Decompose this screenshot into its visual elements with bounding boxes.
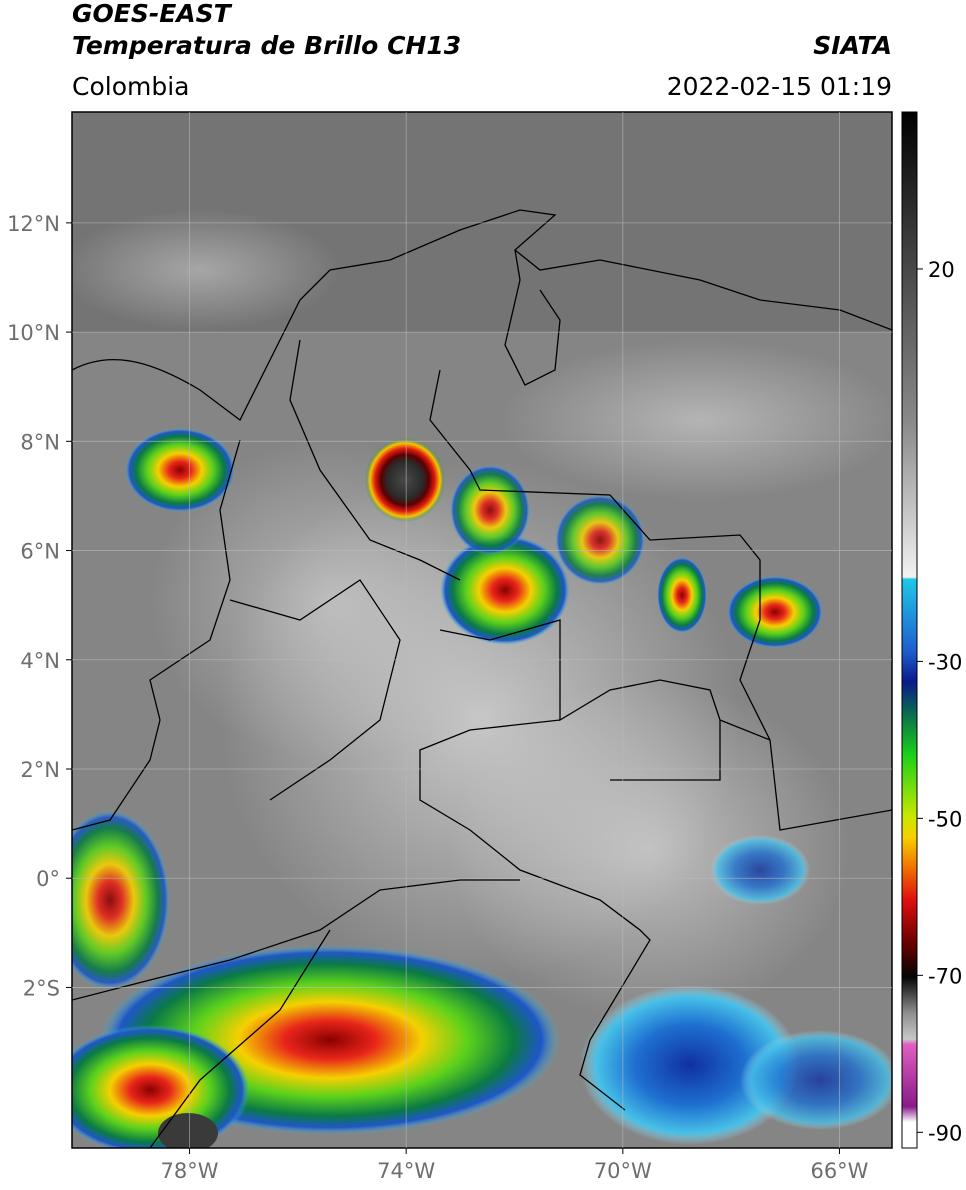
- colorbar-tick-label: -90: [928, 1121, 962, 1145]
- region: Colombia: [72, 72, 189, 101]
- y-tick-label: 0°: [36, 867, 60, 891]
- colorbar-tick-label: -70: [928, 964, 962, 988]
- y-tick-label: 2°N: [20, 758, 60, 782]
- map-frame: [71, 111, 893, 1149]
- x-tick-label: 74°W: [377, 1159, 435, 1183]
- x-tick-label: 78°W: [161, 1159, 219, 1183]
- satellite-title: GOES-EAST: [72, 0, 233, 28]
- y-tick-label: 10°N: [7, 321, 60, 345]
- colorbar-tick-label: 20: [928, 258, 955, 282]
- datetime: 2022-02-15 01:19: [667, 72, 892, 101]
- colorbar: [901, 111, 918, 1149]
- colorbar-tick-label: -50: [928, 807, 962, 831]
- y-tick-label: 6°N: [20, 540, 60, 564]
- institution: SIATA: [813, 31, 892, 60]
- x-tick-label: 66°W: [810, 1159, 868, 1183]
- y-tick-label: 2°S: [23, 976, 60, 1000]
- y-tick-label: 8°N: [20, 430, 60, 454]
- product-title: Temperatura de Brillo CH13: [72, 31, 461, 60]
- y-tick-label: 4°N: [20, 649, 60, 673]
- colorbar-tick-label: -30: [928, 650, 962, 674]
- y-tick-label: 12°N: [7, 212, 60, 236]
- satellite-imagery: [72, 112, 892, 1148]
- x-tick-label: 70°W: [594, 1159, 652, 1183]
